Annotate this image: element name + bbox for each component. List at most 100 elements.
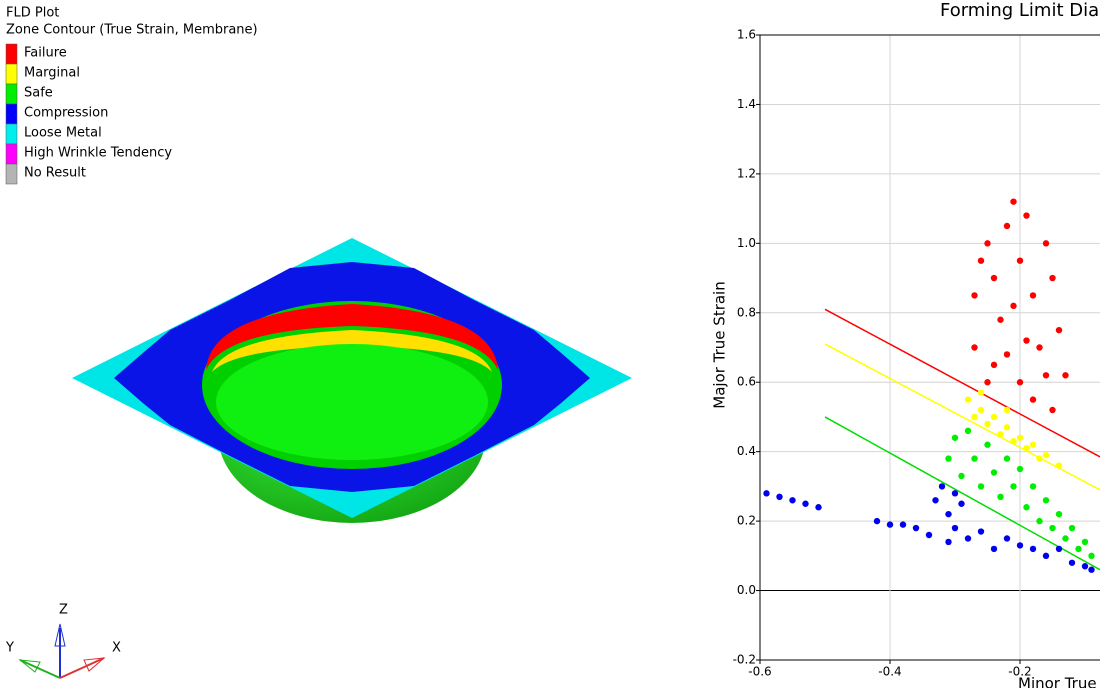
y-tick-label: 0.8 xyxy=(737,305,756,319)
strain-point xyxy=(776,493,783,501)
strain-point xyxy=(997,316,1004,323)
strain-point xyxy=(990,361,998,369)
axis-triad: Z Y X xyxy=(5,603,121,679)
strain-point xyxy=(971,413,978,421)
strain-point xyxy=(1042,451,1050,459)
x-axis-label: Minor True xyxy=(1018,675,1097,688)
marginal-band xyxy=(212,330,492,372)
strain-point xyxy=(971,292,978,299)
strain-point xyxy=(1029,441,1037,448)
legend-label: Marginal xyxy=(24,66,80,81)
legend-swatch xyxy=(5,63,18,85)
strain-point xyxy=(789,497,796,504)
strain-point xyxy=(1081,538,1089,546)
strain-point xyxy=(1003,406,1011,414)
strain-point xyxy=(1068,524,1076,532)
y-tick-label: 1.4 xyxy=(737,97,756,111)
strain-point xyxy=(945,455,952,462)
strain-point xyxy=(1068,559,1076,566)
legend-swatch xyxy=(5,43,18,65)
triad-x-label: X xyxy=(112,641,121,656)
strain-point xyxy=(1010,483,1017,490)
plot-clip-group xyxy=(760,34,1100,661)
strain-point xyxy=(1036,455,1043,462)
strain-point xyxy=(1062,372,1069,379)
strain-point xyxy=(932,497,939,504)
y-tick-label: 0.6 xyxy=(737,375,756,389)
strain-point xyxy=(990,545,998,553)
legend-swatch xyxy=(5,123,18,145)
strain-point xyxy=(1003,424,1011,431)
strain-point xyxy=(815,504,822,511)
y-tick-label: 0.0 xyxy=(737,583,756,597)
failure-band xyxy=(206,304,498,370)
triad-z-head xyxy=(54,623,66,647)
strain-point xyxy=(958,500,965,507)
legend-swatch xyxy=(5,163,18,185)
strain-point xyxy=(951,434,959,441)
legend-swatch xyxy=(5,143,18,165)
bowl-interior xyxy=(216,344,488,460)
strain-point xyxy=(1042,240,1050,247)
strain-point xyxy=(1055,462,1063,469)
triad-x xyxy=(59,657,105,679)
strain-point xyxy=(1081,563,1089,570)
strain-point xyxy=(1029,483,1037,490)
strain-point xyxy=(1023,212,1030,219)
chart-title: Forming Limit Dia xyxy=(940,0,1099,21)
y-tick-label: 1.0 xyxy=(737,236,756,250)
strain-point xyxy=(1029,545,1037,553)
y-tick-label: 0.4 xyxy=(737,444,756,458)
strain-point xyxy=(997,431,1004,438)
strain-point xyxy=(1016,434,1024,441)
strain-point xyxy=(964,396,972,403)
strain-point xyxy=(1088,566,1095,573)
strain-point xyxy=(1055,510,1063,518)
strain-point xyxy=(886,521,894,528)
strain-point xyxy=(977,406,985,414)
strain-point xyxy=(1055,545,1063,553)
strain-point xyxy=(964,427,972,435)
strain-point xyxy=(1016,542,1024,549)
strain-point xyxy=(1010,438,1017,445)
strain-point xyxy=(1010,198,1017,205)
triad-x-head xyxy=(83,657,106,672)
strain-point xyxy=(977,257,985,264)
triad-y-head xyxy=(18,659,41,673)
plot-subtitle: Zone Contour (True Strain, Membrane) xyxy=(6,23,258,38)
strain-point xyxy=(977,483,985,490)
strain-point xyxy=(1088,552,1095,560)
strain-point xyxy=(1036,517,1043,525)
strain-point xyxy=(1003,455,1011,462)
strain-point xyxy=(997,493,1004,501)
strain-point xyxy=(984,441,991,448)
strain-point xyxy=(977,389,985,396)
strain-point xyxy=(951,490,959,497)
strain-point xyxy=(977,528,985,535)
strain-point xyxy=(951,524,959,532)
limit-line xyxy=(824,343,1100,491)
strain-point xyxy=(1036,344,1043,351)
limit-line xyxy=(824,416,1100,571)
triad-y xyxy=(19,659,61,679)
strain-point xyxy=(1023,337,1030,344)
strain-point xyxy=(763,490,770,497)
legend-label: No Result xyxy=(24,166,86,181)
strain-point xyxy=(873,517,881,525)
plot-area: -0.2 0.0 0.2 0.4 0.6 0.8 1.0 1.2 1.4 1.6 -0.6 -0.4 -… xyxy=(733,28,1100,679)
strain-point xyxy=(1029,396,1037,403)
legend: Failure Marginal Safe Compression Loose Meta… xyxy=(5,43,172,185)
strain-point xyxy=(945,538,952,546)
strain-point xyxy=(925,531,933,539)
legend-label: Failure xyxy=(24,46,67,61)
strain-point xyxy=(1010,302,1017,310)
y-tick-label: 1.2 xyxy=(737,166,756,180)
limit-line xyxy=(824,308,1100,458)
strain-point xyxy=(1055,326,1063,334)
legend-label: High Wrinkle Tendency xyxy=(24,146,172,161)
strain-point xyxy=(984,420,991,428)
strain-point xyxy=(990,469,998,476)
legend-label: Loose Metal xyxy=(24,126,102,141)
plot-title: FLD Plot xyxy=(6,6,59,21)
